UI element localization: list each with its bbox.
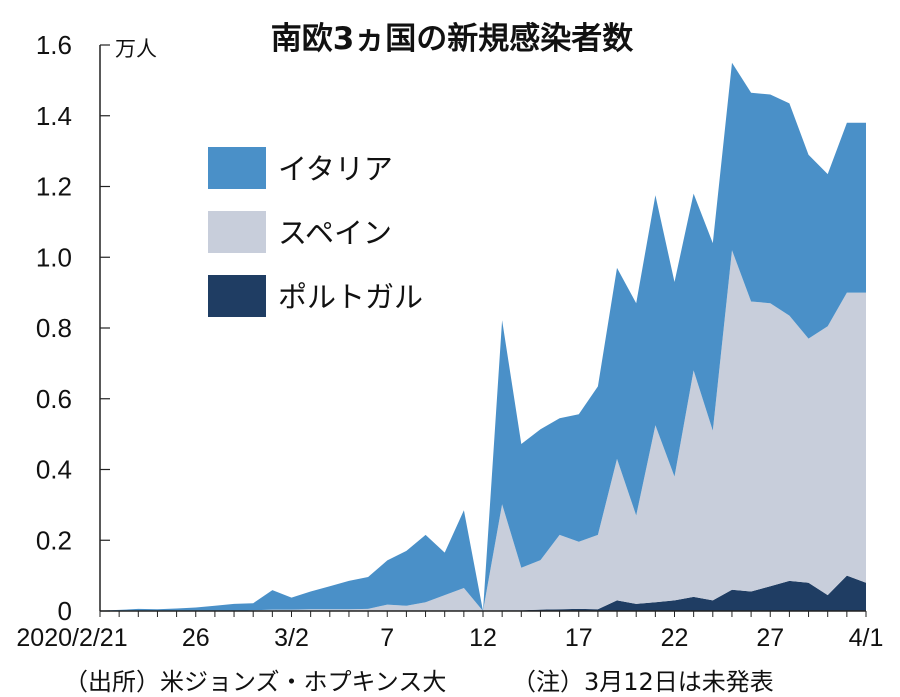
source-note: （出所）米ジョンズ・ホプキンス大 xyxy=(64,668,446,696)
y-axis-unit: 万人 xyxy=(115,37,157,61)
x-tick-label: 27 xyxy=(756,624,784,652)
legend-swatch xyxy=(208,275,266,317)
legend-label: ポルトガル xyxy=(278,280,423,314)
y-tick-label: 0 xyxy=(58,596,72,626)
area-series-2 xyxy=(100,62,866,611)
x-tick-label: 3/2 xyxy=(274,624,309,652)
y-tick-label: 0.8 xyxy=(36,313,72,343)
y-tick-label: 1.4 xyxy=(36,101,72,131)
y-tick-label: 0.6 xyxy=(36,384,72,414)
x-tick-label: 7 xyxy=(380,624,394,652)
area-series-0 xyxy=(100,575,866,611)
legend-label: スペイン xyxy=(278,216,392,250)
y-tick-label: 0.4 xyxy=(36,455,72,485)
x-tick-label: 22 xyxy=(661,624,689,652)
footnote: （注）3月12日は未発表 xyxy=(512,668,774,696)
x-tick-label: 12 xyxy=(469,624,497,652)
x-tick-label: 2020/2/21 xyxy=(16,624,127,652)
area-layers xyxy=(100,62,866,611)
x-tick-label: 26 xyxy=(182,624,210,652)
x-tick-label: 4/1 xyxy=(849,624,884,652)
area-series-1 xyxy=(100,250,866,611)
y-tick-label: 1.6 xyxy=(36,30,72,60)
axes: 0 0.2 0.4 0.6 0.8 1.0 1.2 1.4 1.6 2020/2/21 26 3/2 7… xyxy=(16,30,883,652)
legend-swatch xyxy=(208,147,266,189)
legend-label: イタリア xyxy=(278,152,393,186)
y-tick-label: 1.2 xyxy=(36,172,72,202)
x-tick-label: 17 xyxy=(565,624,593,652)
legend-swatch xyxy=(208,211,266,253)
chart-title: 南欧3ヵ国の新規感染者数 xyxy=(271,21,634,57)
y-tick-label: 0.2 xyxy=(36,525,72,555)
y-tick-label: 1.0 xyxy=(36,242,72,272)
